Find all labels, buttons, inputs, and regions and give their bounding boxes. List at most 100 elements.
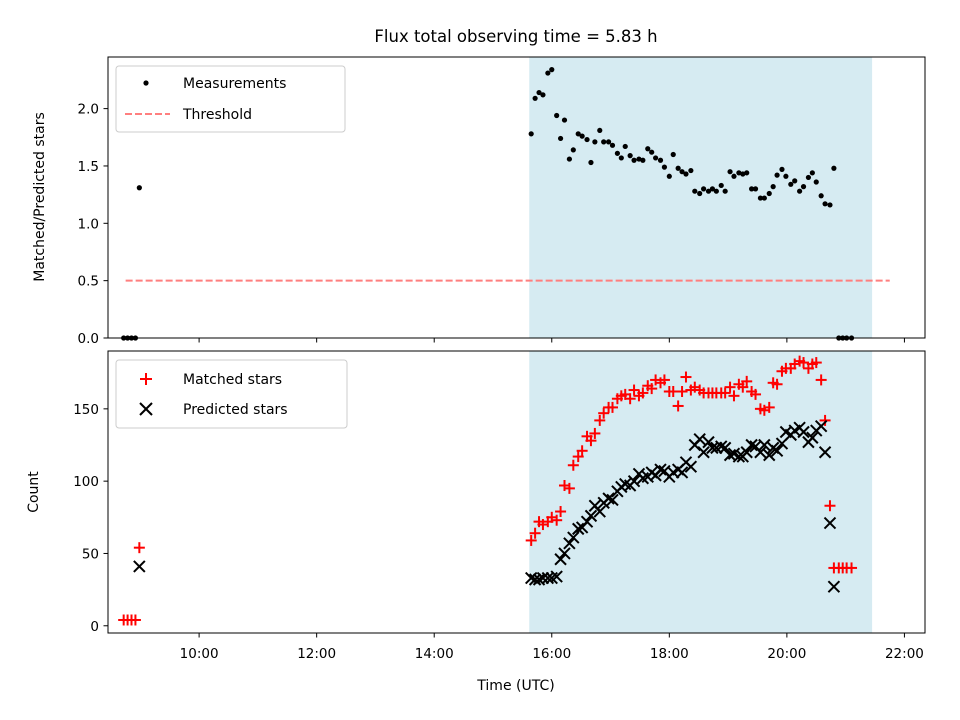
measurement-point [800, 184, 807, 190]
predicted-star-point [745, 438, 758, 452]
measurement-point [774, 172, 780, 178]
matched-star-point [810, 357, 822, 369]
bottom-panel-x-ticks: 10:00 12:00 14:00 16:00 18:00 20:00 22:00 [180, 633, 924, 662]
measurement-point [536, 89, 542, 96]
measurement-point [554, 112, 560, 119]
measurement-point [813, 179, 819, 185]
top-panel-legend: Measurements Threshold [115, 65, 346, 133]
measurement-point [627, 153, 633, 159]
measurement-point [670, 151, 676, 158]
measurement-point [528, 131, 534, 137]
matched-star-point [737, 381, 749, 393]
measurement-point [614, 150, 621, 156]
y-tick-label: 0 [90, 619, 99, 635]
top-panel-observing-span [529, 57, 873, 338]
predicted-star-point [732, 450, 746, 463]
matched-star-point [771, 378, 783, 390]
predicted-star-point [806, 431, 819, 444]
matched-star-point [646, 383, 658, 395]
matched-star-point [680, 371, 692, 383]
predicted-star-point [606, 493, 619, 507]
measurement-point [545, 70, 551, 76]
predicted-star-point [563, 537, 576, 550]
matched-star-point [589, 427, 601, 439]
matched-star-point [724, 381, 736, 393]
matched-star-point [551, 514, 563, 526]
predicted-star-point [550, 570, 563, 583]
bottom-panel-frame [107, 350, 926, 634]
measurement-point [822, 201, 828, 207]
matched-star-point [763, 401, 775, 413]
measurement-point [561, 117, 568, 123]
measurement-point [797, 188, 803, 194]
measurement-point [540, 92, 546, 98]
matched-star-point [846, 562, 858, 574]
top-panel-y-axis-label: Matched/Predicted stars [32, 112, 48, 282]
predicted-star-point [797, 425, 810, 439]
measurement-point [761, 195, 767, 201]
matched-star-point [750, 388, 762, 400]
predicted-star-point [602, 492, 615, 505]
predicted-star-point [558, 547, 571, 560]
top-panel-frame [107, 56, 926, 339]
y-tick-label: 0.0 [78, 331, 99, 347]
measurement-point [731, 173, 737, 179]
measurement-point [818, 193, 824, 199]
measurement-point [666, 173, 672, 179]
matched-star-point [672, 400, 684, 412]
measurement-point [722, 188, 728, 194]
predicted-star-point [754, 446, 767, 459]
predicted-star-point [654, 463, 667, 476]
measurement-point [679, 169, 685, 175]
measurement-point [788, 181, 794, 187]
measurement-point [766, 190, 772, 197]
x-tick-label: 10:00 [180, 646, 219, 662]
measurement-point [744, 170, 750, 176]
predicted-star-point [758, 438, 771, 452]
measurement-point [705, 188, 712, 194]
x-tick-label: 20:00 [767, 646, 806, 662]
legend-measurements-label: Measurements [183, 76, 286, 92]
y-tick-label: 150 [73, 402, 99, 418]
measurement-point [579, 133, 585, 139]
chart-title: Flux total observing time = 5.83 h [374, 27, 657, 46]
measurement-point [588, 159, 594, 166]
x-axis-label: Time (UTC) [476, 678, 554, 694]
y-tick-label: 50 [82, 546, 99, 562]
predicted-star-point [536, 571, 550, 585]
legend-measurements-marker [143, 80, 149, 86]
measurement-point [636, 156, 642, 162]
measurement-point [601, 139, 607, 145]
measurement-point [718, 182, 724, 189]
bottom-panel-predicted-points [133, 419, 841, 593]
measurement-point [653, 155, 659, 161]
bottom-panel-y-axis-label: Count [26, 471, 42, 513]
predicted-star-point [814, 419, 828, 433]
measurement-point [752, 186, 759, 192]
measurement-point [770, 184, 776, 190]
top-panel-x-ticks [198, 338, 905, 343]
predicted-star-point [584, 509, 598, 523]
x-tick-label: 14:00 [415, 646, 454, 662]
matched-star-point [133, 542, 145, 554]
measurement-point [592, 139, 598, 145]
measurement-point [749, 186, 755, 192]
measurement-point [575, 131, 581, 137]
measurement-point [740, 171, 746, 177]
x-tick-label: 12:00 [297, 646, 336, 662]
matched-star-point [719, 387, 731, 399]
observing-span-rect [529, 351, 873, 633]
measurement-point [692, 188, 698, 194]
predicted-star-point [572, 522, 585, 536]
observing-span-rect [529, 57, 873, 338]
predicted-star-point [580, 515, 594, 528]
measurement-point [549, 67, 555, 73]
bottom-panel-legend: Matched stars Predicted stars [115, 359, 348, 429]
measurement-point [661, 164, 668, 170]
measurement-point [675, 165, 681, 171]
predicted-star-point [740, 446, 753, 459]
bottom-panel-matched-points [118, 355, 858, 626]
measurement-point [557, 135, 564, 142]
matched-star-point [567, 459, 579, 471]
predicted-star-point [133, 560, 146, 573]
